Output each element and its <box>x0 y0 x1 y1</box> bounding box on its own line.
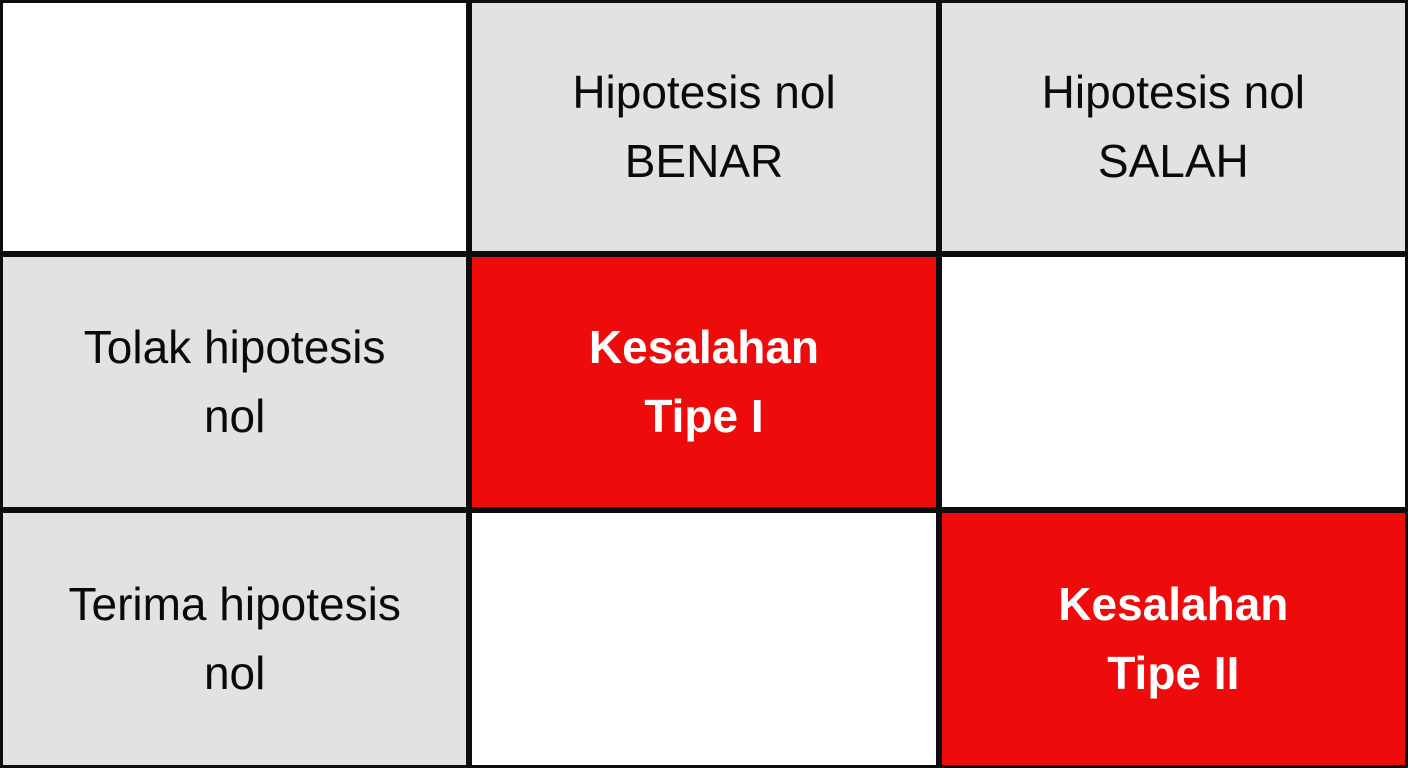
row-header-terima-hipotesis-nol: Terima hipotesis nol <box>3 512 467 765</box>
cell-kesalahan-tipe-1: Kesalahan Tipe I <box>472 256 936 507</box>
corner-cell <box>3 3 467 251</box>
cell-tolak-salah-empty <box>941 256 1405 507</box>
row-header-tolak-hipotesis-nol: Tolak hipotesis nol <box>3 256 467 507</box>
cell-terima-benar-empty <box>472 512 936 765</box>
column-header-hipotesis-nol-salah: Hipotesis nol SALAH <box>941 3 1405 251</box>
cell-kesalahan-tipe-2: Kesalahan Tipe II <box>941 512 1405 765</box>
column-header-hipotesis-nol-benar: Hipotesis nol BENAR <box>472 3 936 251</box>
